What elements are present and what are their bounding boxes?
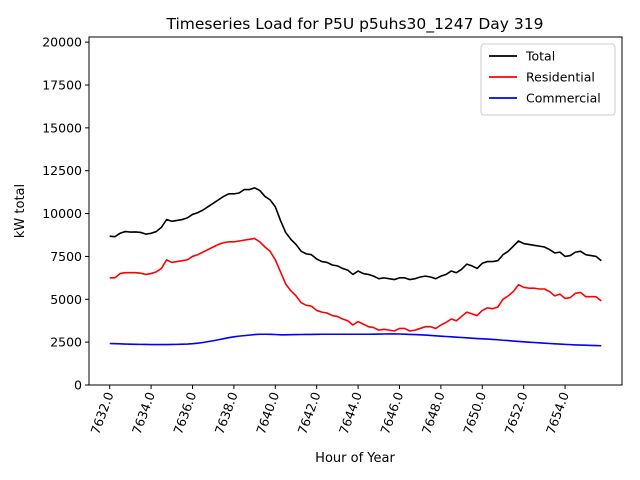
x-tick-label: 7652.0: [501, 390, 530, 436]
x-tick-label: 7636.0: [170, 390, 199, 436]
legend: Total Residential Commercial: [480, 43, 616, 116]
plot-frame: [88, 36, 623, 386]
x-axis-label: Hour of Year: [315, 451, 395, 466]
legend-label-commercial: Commercial: [526, 91, 601, 106]
x-tick-label: 7644.0: [336, 390, 365, 436]
x-tick-label: 7648.0: [419, 390, 448, 436]
y-tick-label: 17500: [42, 78, 82, 93]
series-line-total: [109, 187, 602, 281]
x-tick-label: 7642.0: [294, 390, 323, 436]
y-tick-label: 7500: [50, 249, 82, 264]
y-tick-label: 10000: [42, 206, 82, 221]
legend-label-total: Total: [525, 49, 555, 64]
x-tick-label: 7632.0: [87, 390, 116, 436]
legend-label-residential: Residential: [526, 70, 595, 85]
x-tick-label: 7640.0: [253, 390, 282, 436]
x-tick-label: 7638.0: [212, 390, 241, 436]
x-tick-label: 7650.0: [460, 390, 489, 436]
y-tick-label: 15000: [42, 120, 82, 135]
y-axis-label: kW total: [13, 184, 28, 238]
x-tick-label: 7646.0: [377, 390, 406, 436]
y-tick-label: 0: [74, 378, 82, 393]
series-line-residential: [109, 237, 602, 332]
plot-area: [109, 187, 602, 347]
y-tick-label: 5000: [50, 292, 82, 307]
y-tick-label: 20000: [42, 35, 82, 50]
chart-title: Timeseries Load for P5U p5uhs30_1247 Day…: [166, 15, 544, 34]
y-tick-label: 2500: [50, 335, 82, 350]
y-tick-label: 12500: [42, 163, 82, 178]
series-line-commercial: [109, 333, 602, 347]
x-tick-label: 7654.0: [543, 390, 572, 436]
x-axis: 7632.0 7634.0 7636.0 7638.0 7640.0 7642.0 7644…: [87, 385, 572, 436]
x-tick-label: 7634.0: [129, 390, 158, 436]
y-axis: 0 2500 5000 7500 10000 12500 15000 17500 20000: [42, 35, 89, 393]
